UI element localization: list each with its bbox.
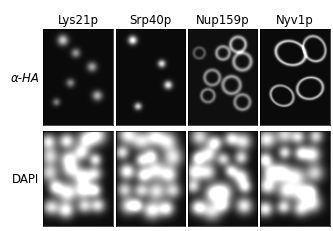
Text: Srp40p: Srp40p (129, 14, 171, 27)
Text: Nyv1p: Nyv1p (276, 14, 314, 27)
Text: Lys21p: Lys21p (58, 14, 99, 27)
Text: Nup159p: Nup159p (196, 14, 249, 27)
Text: DAPI: DAPI (12, 172, 39, 185)
Text: α-HA: α-HA (10, 71, 39, 84)
